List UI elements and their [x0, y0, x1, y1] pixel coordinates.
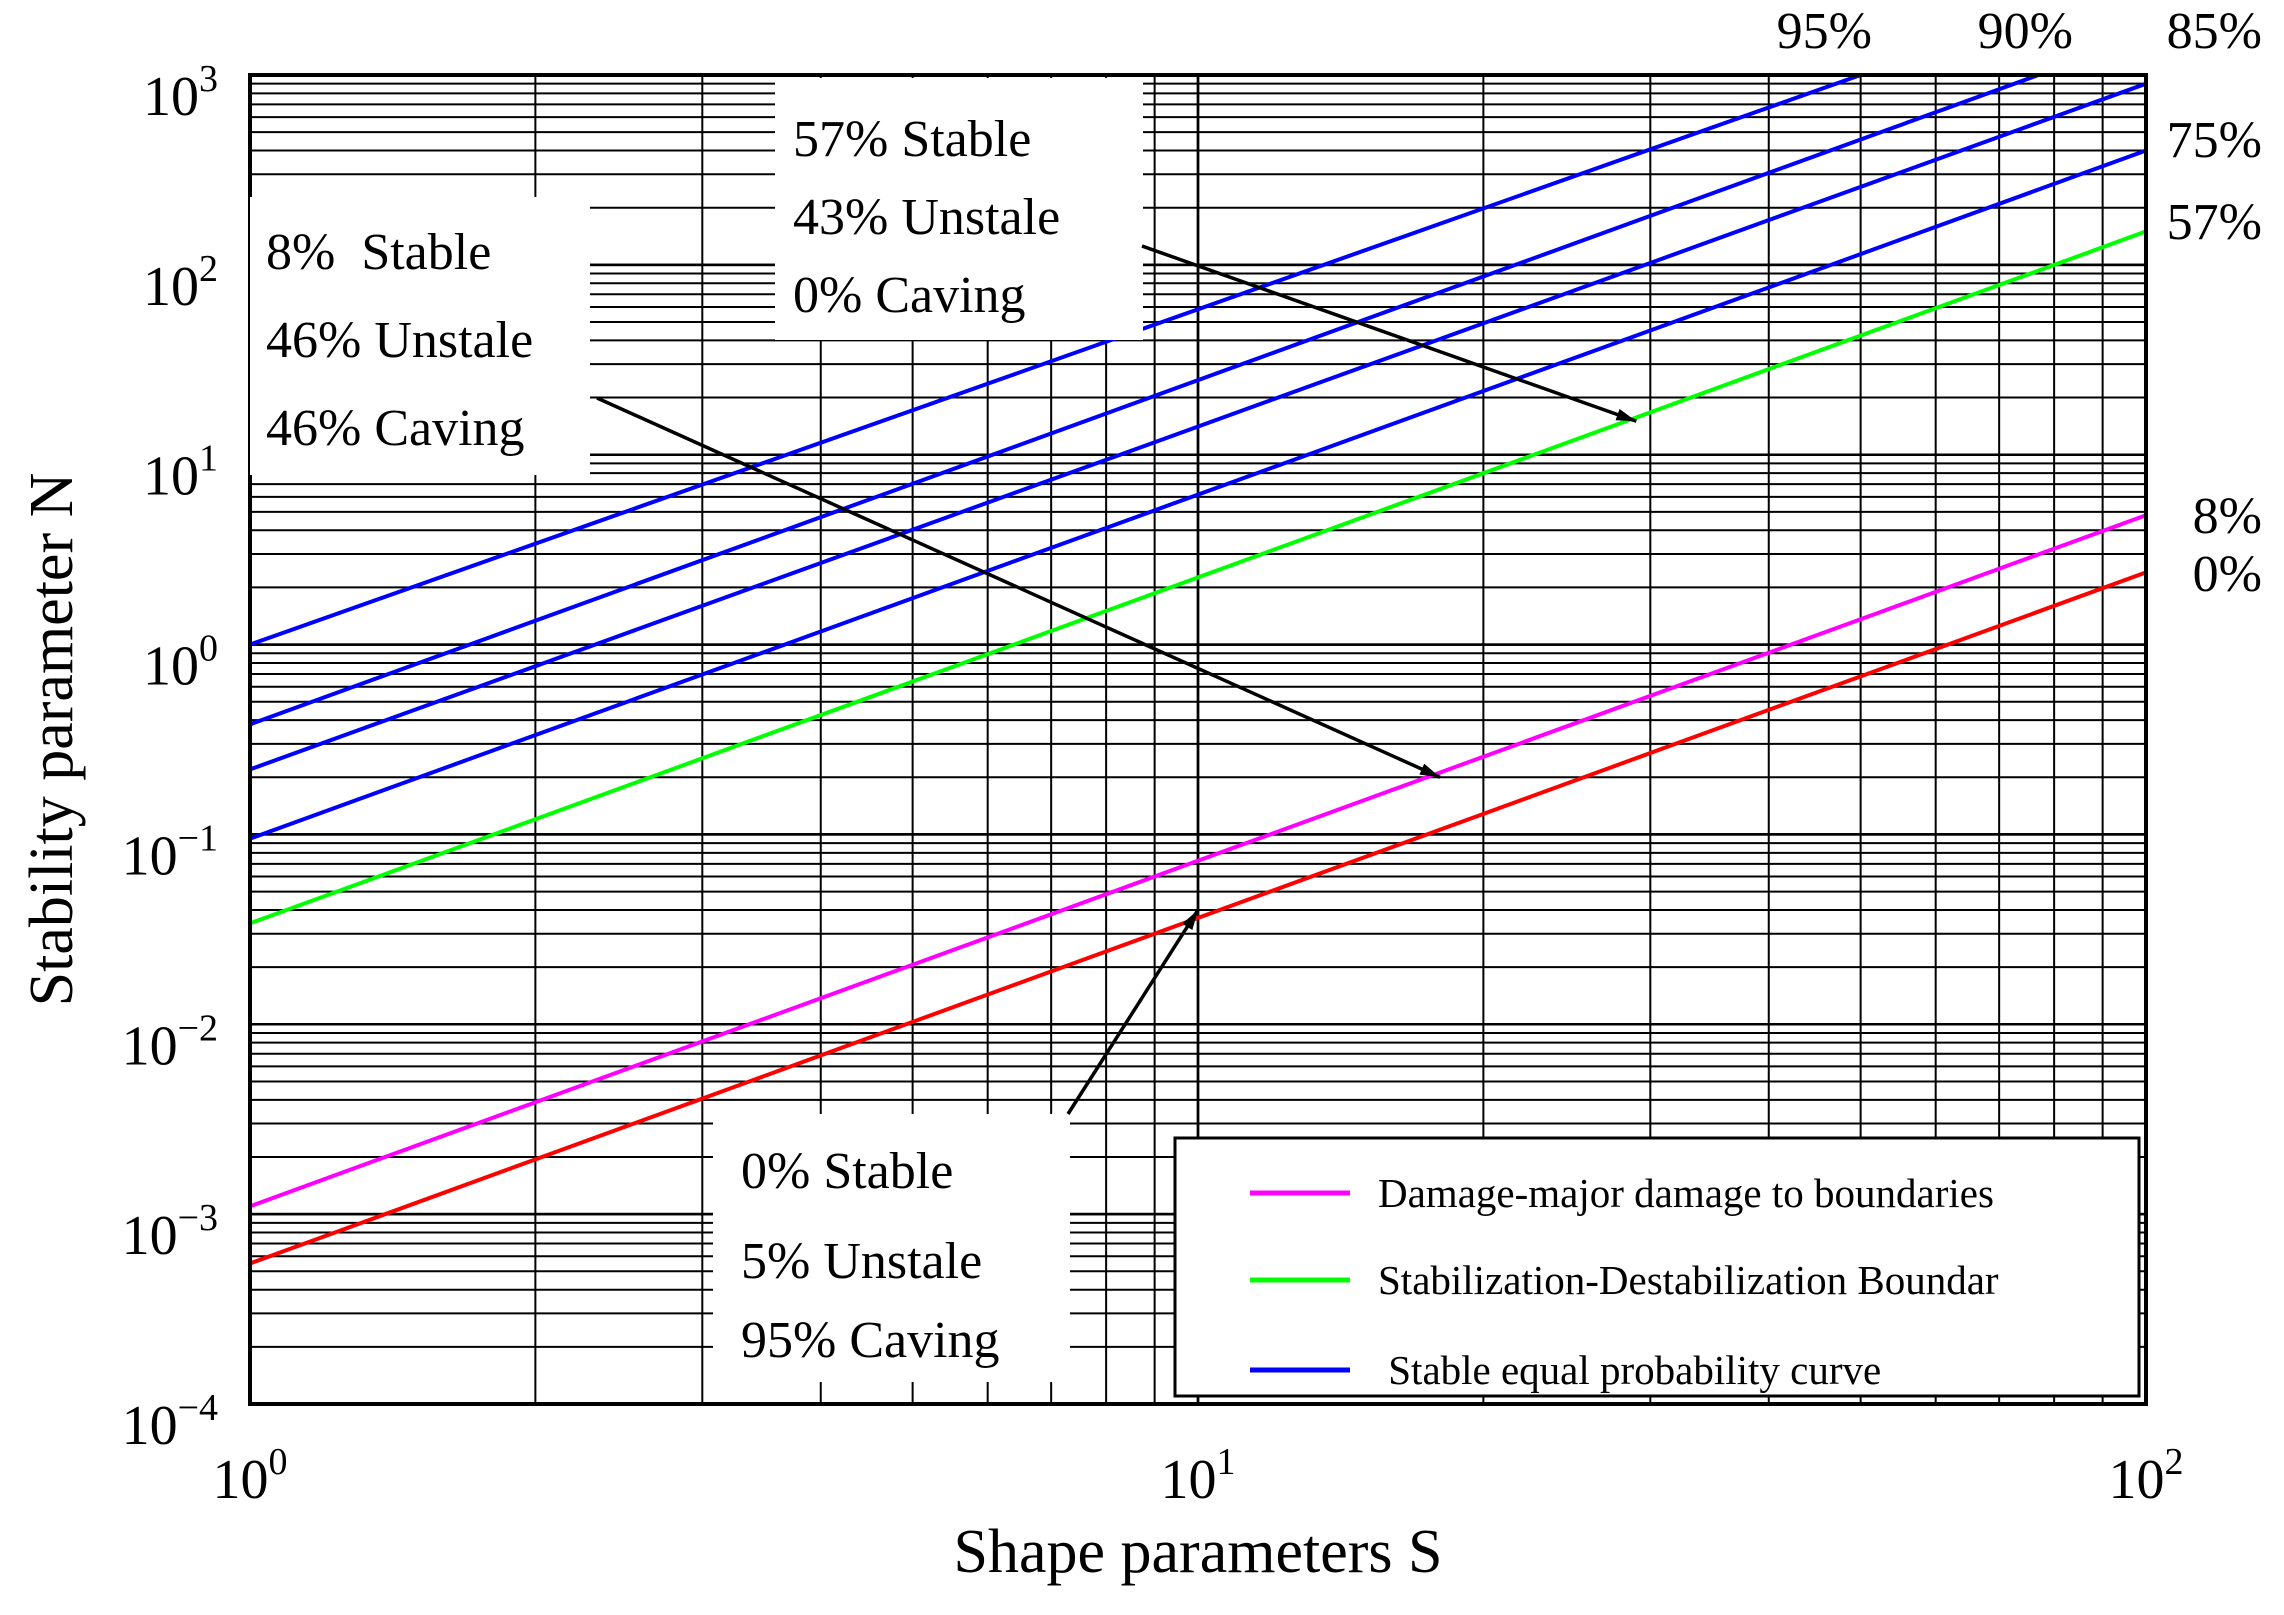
y-tick-label: 103 [143, 58, 218, 128]
annotation-text: 46% Unstale [266, 312, 533, 369]
annotation-box [713, 1114, 1070, 1382]
curves [250, 75, 2146, 1266]
y-tick-label: 100 [143, 628, 218, 698]
legend-label: Damage-major damage to boundaries [1378, 1170, 1994, 1216]
curve-line [250, 229, 2146, 926]
curve-line [250, 75, 1862, 647]
legend: Damage-major damage to boundaries Stabili… [1173, 1136, 2141, 1398]
annotation-arrow [1066, 909, 1200, 1115]
plot-frame [248, 73, 2148, 1406]
legend-label: Stable equal probability curve [1378, 1347, 1881, 1393]
curve-labels: 95% 90% 85% 75% 57% 8%0% [1777, 3, 2262, 603]
legend-label: Stabilization-Destabilization Boundar [1378, 1257, 1999, 1303]
y-axis-title: Stability parameter N [18, 473, 86, 1007]
curve-label: 90% [1978, 3, 2073, 60]
curve-line [250, 513, 2146, 1209]
x-tick-label: 101 [1161, 1441, 1236, 1511]
x-tick-label: 100 [213, 1441, 288, 1511]
y-tick-label: 10−4 [122, 1387, 218, 1457]
annotation-text: 43% Unstale [793, 189, 1060, 246]
curve-line [250, 570, 2146, 1266]
curve-line [250, 81, 2146, 772]
x-axis-title: Shape parameters S [954, 1518, 1443, 1586]
curve-line [250, 148, 2146, 841]
y-tick-label: 10−1 [122, 817, 218, 887]
annotation-arrow [596, 396, 1441, 779]
annotation-text: 95% Caving [741, 1312, 1000, 1369]
curve-label: 95% [1777, 3, 1872, 60]
tick-labels: 100 101 102 10−4 10−3 10−2 10−1 100 101 102 103 [122, 58, 2184, 1511]
y-tick-label: 101 [143, 438, 218, 508]
x-tick-label: 102 [2109, 1441, 2184, 1511]
curve-label: 0% [2193, 546, 2262, 603]
y-tick-label: 10−2 [122, 1007, 218, 1077]
curve-label: 57% [2167, 194, 2262, 251]
annotations: 57% Stable 43% Unstale 0% Caving 8% Stable 4… [250, 78, 1637, 1382]
curve-line [250, 75, 2040, 727]
annotation-box [250, 197, 590, 475]
annotation-text: 46% Caving [266, 400, 525, 457]
annotation-text: 8% Stable [266, 224, 491, 281]
curve-label: 8% [2193, 488, 2262, 545]
legend-box [1173, 1136, 2141, 1398]
curve-label: 85% [2167, 3, 2262, 60]
annotation-text: 0% Caving [793, 267, 1026, 324]
y-tick-label: 102 [143, 248, 218, 318]
annotation-arrow [1141, 244, 1637, 423]
annotation-text: 57% Stable [793, 111, 1031, 168]
annotation-text: 5% Unstale [741, 1233, 982, 1290]
curve-label: 75% [2167, 112, 2262, 169]
annotation-box [775, 78, 1143, 340]
annotation-text: 0% Stable [741, 1143, 953, 1200]
y-tick-label: 10−3 [122, 1197, 218, 1267]
